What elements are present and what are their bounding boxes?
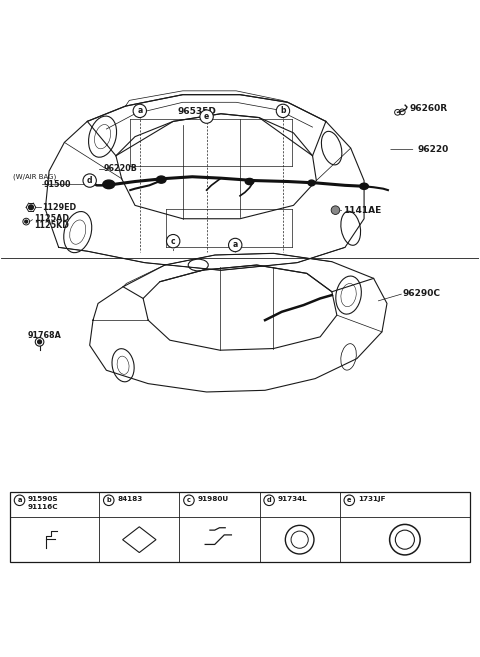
Text: e: e [204,112,209,121]
Text: 96220B: 96220B [104,164,138,173]
Ellipse shape [308,180,315,186]
Text: 96220: 96220 [418,145,449,154]
Circle shape [184,495,194,505]
Text: b: b [280,106,286,116]
Circle shape [264,495,275,505]
Text: a: a [137,106,143,116]
Ellipse shape [360,183,368,189]
Text: c: c [187,497,191,503]
Text: 96260R: 96260R [409,104,447,114]
Text: 91590S: 91590S [28,496,59,502]
Text: 84183: 84183 [117,496,143,502]
Text: b: b [107,497,111,503]
Circle shape [276,104,289,118]
Circle shape [228,238,242,252]
Text: a: a [233,240,238,250]
Ellipse shape [103,180,115,189]
Circle shape [14,495,25,505]
Text: 96290C: 96290C [402,289,440,298]
Ellipse shape [156,176,166,183]
Circle shape [104,495,114,505]
Text: c: c [171,237,176,246]
Text: 1731JF: 1731JF [358,496,385,502]
Text: 1141AE: 1141AE [343,206,381,215]
Circle shape [344,495,355,505]
Text: 91734L: 91734L [278,496,307,502]
Text: a: a [17,497,22,503]
Text: 1125AD: 1125AD [34,214,69,223]
Bar [10,491,470,562]
Circle shape [29,205,34,210]
Circle shape [37,340,41,344]
Text: 96535D: 96535D [178,107,217,116]
Circle shape [133,104,146,118]
Text: 91116C: 91116C [28,503,59,510]
Circle shape [200,110,213,124]
Text: (W/AIR BAG): (W/AIR BAG) [13,174,57,181]
Text: d: d [87,176,93,185]
Text: 1129ED: 1129ED [42,203,76,212]
Circle shape [25,220,28,223]
Text: d: d [267,497,271,503]
Text: 91980U: 91980U [198,496,228,502]
Circle shape [83,174,96,187]
Circle shape [331,206,340,214]
Circle shape [167,235,180,248]
Text: 91500: 91500 [43,180,71,189]
Text: 91768A: 91768A [28,331,61,340]
Ellipse shape [245,179,254,185]
Text: 1125KD: 1125KD [34,221,69,230]
Text: e: e [347,497,351,503]
